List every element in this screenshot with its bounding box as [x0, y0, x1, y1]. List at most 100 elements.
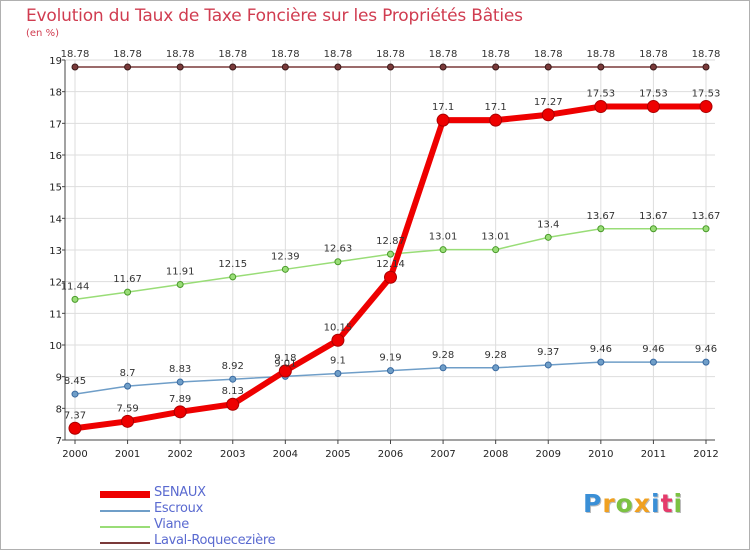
data-point — [439, 246, 447, 254]
data-point — [702, 63, 710, 71]
data-point — [229, 375, 237, 383]
data-label: 17.53 — [639, 89, 668, 100]
data-label: 12.39 — [271, 251, 300, 262]
data-label: 9.46 — [590, 344, 612, 355]
y-tick-label: 10 — [49, 341, 62, 352]
data-label: 18.78 — [61, 49, 90, 60]
data-point — [436, 113, 450, 127]
data-label: 18.78 — [166, 49, 195, 60]
data-point — [699, 100, 713, 114]
data-point — [229, 63, 237, 71]
legend-swatch — [100, 491, 150, 498]
data-label: 9.37 — [537, 347, 559, 358]
data-point — [646, 100, 660, 114]
data-label: 13.01 — [481, 232, 510, 243]
y-axis-unit: (en %) — [26, 28, 59, 39]
data-point — [544, 233, 552, 241]
data-point — [492, 63, 500, 71]
data-point — [229, 273, 237, 281]
legend-swatch — [100, 526, 150, 528]
data-point — [439, 364, 447, 372]
data-point — [71, 63, 79, 71]
data-point — [544, 63, 552, 71]
data-point — [281, 265, 289, 273]
legend-label: Viane — [154, 517, 189, 532]
logo-letter: r — [602, 489, 616, 518]
y-tick-label: 19 — [49, 56, 62, 67]
chart-title: Evolution du Taux de Taxe Foncière sur l… — [26, 6, 523, 26]
data-label: 7.89 — [169, 394, 191, 405]
data-point — [71, 295, 79, 303]
data-point — [71, 390, 79, 398]
data-label: 11.44 — [61, 281, 90, 292]
data-point — [597, 63, 605, 71]
data-label: 9.01 — [274, 358, 296, 369]
data-label: 13.01 — [429, 232, 458, 243]
data-label: 12.87 — [376, 236, 405, 247]
data-point — [176, 281, 184, 289]
data-point — [281, 63, 289, 71]
logo-letter: t — [660, 489, 674, 518]
data-point — [68, 421, 82, 435]
data-point — [541, 108, 555, 122]
x-tick-label: 2007 — [430, 449, 455, 460]
data-point — [702, 225, 710, 233]
data-point — [173, 405, 187, 419]
data-label: 7.59 — [116, 403, 138, 414]
data-label: 13.4 — [537, 219, 559, 230]
data-label: 9.18 — [274, 353, 296, 364]
data-label: 13.67 — [639, 211, 668, 222]
data-point — [649, 225, 657, 233]
data-point — [226, 397, 240, 411]
data-label: 18.78 — [271, 49, 300, 60]
data-label: 12.15 — [218, 259, 247, 270]
data-label: 12.14 — [376, 259, 405, 270]
axes: 7 8 9 10 11 12 13 14 15 16 17 18 19 2000 2001 2002 2003 2… — [49, 56, 718, 460]
data-label: 18.78 — [639, 49, 668, 60]
proxiti-logo: Proxiti — [583, 489, 683, 518]
y-tick-label: 12 — [49, 278, 62, 289]
data-point — [384, 270, 397, 284]
data-point — [124, 63, 132, 71]
y-tick-label: 18 — [49, 88, 62, 99]
x-tick-label: 2001 — [115, 449, 140, 460]
data-point — [649, 63, 657, 71]
data-label: 13.67 — [692, 211, 721, 222]
data-label: 17.53 — [692, 89, 721, 100]
data-point — [124, 382, 132, 390]
data-point — [489, 113, 503, 127]
legend-label: SENAUX — [154, 485, 206, 500]
y-tick-label: 13 — [49, 246, 62, 257]
data-label: 18.78 — [113, 49, 142, 60]
data-label: 10.15 — [324, 322, 353, 333]
data-label: 18.78 — [534, 49, 563, 60]
legend-label: Laval-Roquecezière — [154, 533, 276, 548]
data-label: 12.63 — [324, 244, 353, 255]
legend-swatch — [100, 510, 150, 512]
data-label: 17.1 — [432, 102, 454, 113]
x-tick-label: 2009 — [536, 449, 561, 460]
data-label: 18.78 — [429, 49, 458, 60]
data-point — [334, 258, 342, 266]
data-label: 9.46 — [642, 344, 664, 355]
y-tick-label: 15 — [49, 183, 62, 194]
data-label: 9.1 — [330, 356, 346, 367]
data-point — [597, 358, 605, 366]
logo-letter: x — [633, 489, 651, 518]
data-label: 18.78 — [692, 49, 721, 60]
data-label: 7.37 — [64, 410, 86, 421]
y-tick-label: 9 — [56, 373, 62, 384]
data-label: 18.78 — [376, 49, 405, 60]
data-label: 9.28 — [432, 350, 454, 361]
data-point — [124, 288, 132, 296]
data-point — [334, 370, 342, 377]
data-label: 11.67 — [113, 274, 142, 285]
data-point — [387, 250, 394, 258]
data-label: 8.13 — [222, 386, 244, 397]
data-point — [176, 63, 184, 71]
legend-label: Escroux — [154, 501, 203, 516]
y-tick-label: 11 — [49, 309, 62, 320]
data-point — [594, 100, 608, 114]
y-tick-label: 7 — [56, 436, 62, 447]
data-point — [492, 246, 500, 254]
